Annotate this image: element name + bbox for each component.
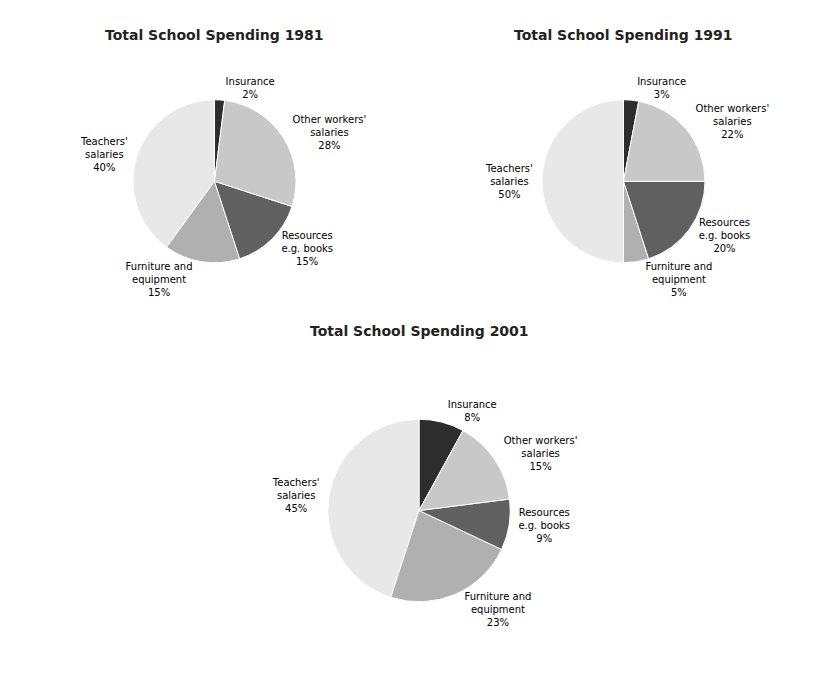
svg-text:Furniture andequipment15%: Furniture andequipment15% bbox=[126, 261, 193, 298]
svg-text:Furniture andequipment23%: Furniture andequipment23% bbox=[465, 591, 532, 628]
svg-text:Resourcese.g. books15%: Resourcese.g. books15% bbox=[281, 230, 333, 267]
svg-text:Total School Spending 2001: Total School Spending 2001 bbox=[310, 323, 529, 339]
svg-text:Teachers'salaries50%: Teachers'salaries50% bbox=[485, 163, 533, 200]
svg-text:Insurance8%: Insurance8% bbox=[448, 399, 497, 423]
svg-text:Insurance3%: Insurance3% bbox=[637, 76, 686, 100]
svg-text:Teachers'salaries40%: Teachers'salaries40% bbox=[80, 136, 128, 173]
svg-text:Teachers'salaries45%: Teachers'salaries45% bbox=[272, 477, 320, 514]
svg-text:Total School Spending 1991: Total School Spending 1991 bbox=[514, 27, 733, 43]
svg-text:Furniture andequipment5%: Furniture andequipment5% bbox=[645, 261, 712, 298]
svg-text:Other workers'salaries28%: Other workers'salaries28% bbox=[293, 114, 367, 151]
svg-text:Resourcese.g. books20%: Resourcese.g. books20% bbox=[699, 217, 751, 254]
svg-text:Other workers'salaries15%: Other workers'salaries15% bbox=[504, 435, 578, 472]
svg-text:Other workers'salaries22%: Other workers'salaries22% bbox=[696, 103, 770, 140]
svg-text:Resourcese.g. books9%: Resourcese.g. books9% bbox=[518, 507, 570, 544]
svg-text:Total School Spending 1981: Total School Spending 1981 bbox=[105, 27, 324, 43]
svg-text:Insurance2%: Insurance2% bbox=[226, 76, 275, 100]
